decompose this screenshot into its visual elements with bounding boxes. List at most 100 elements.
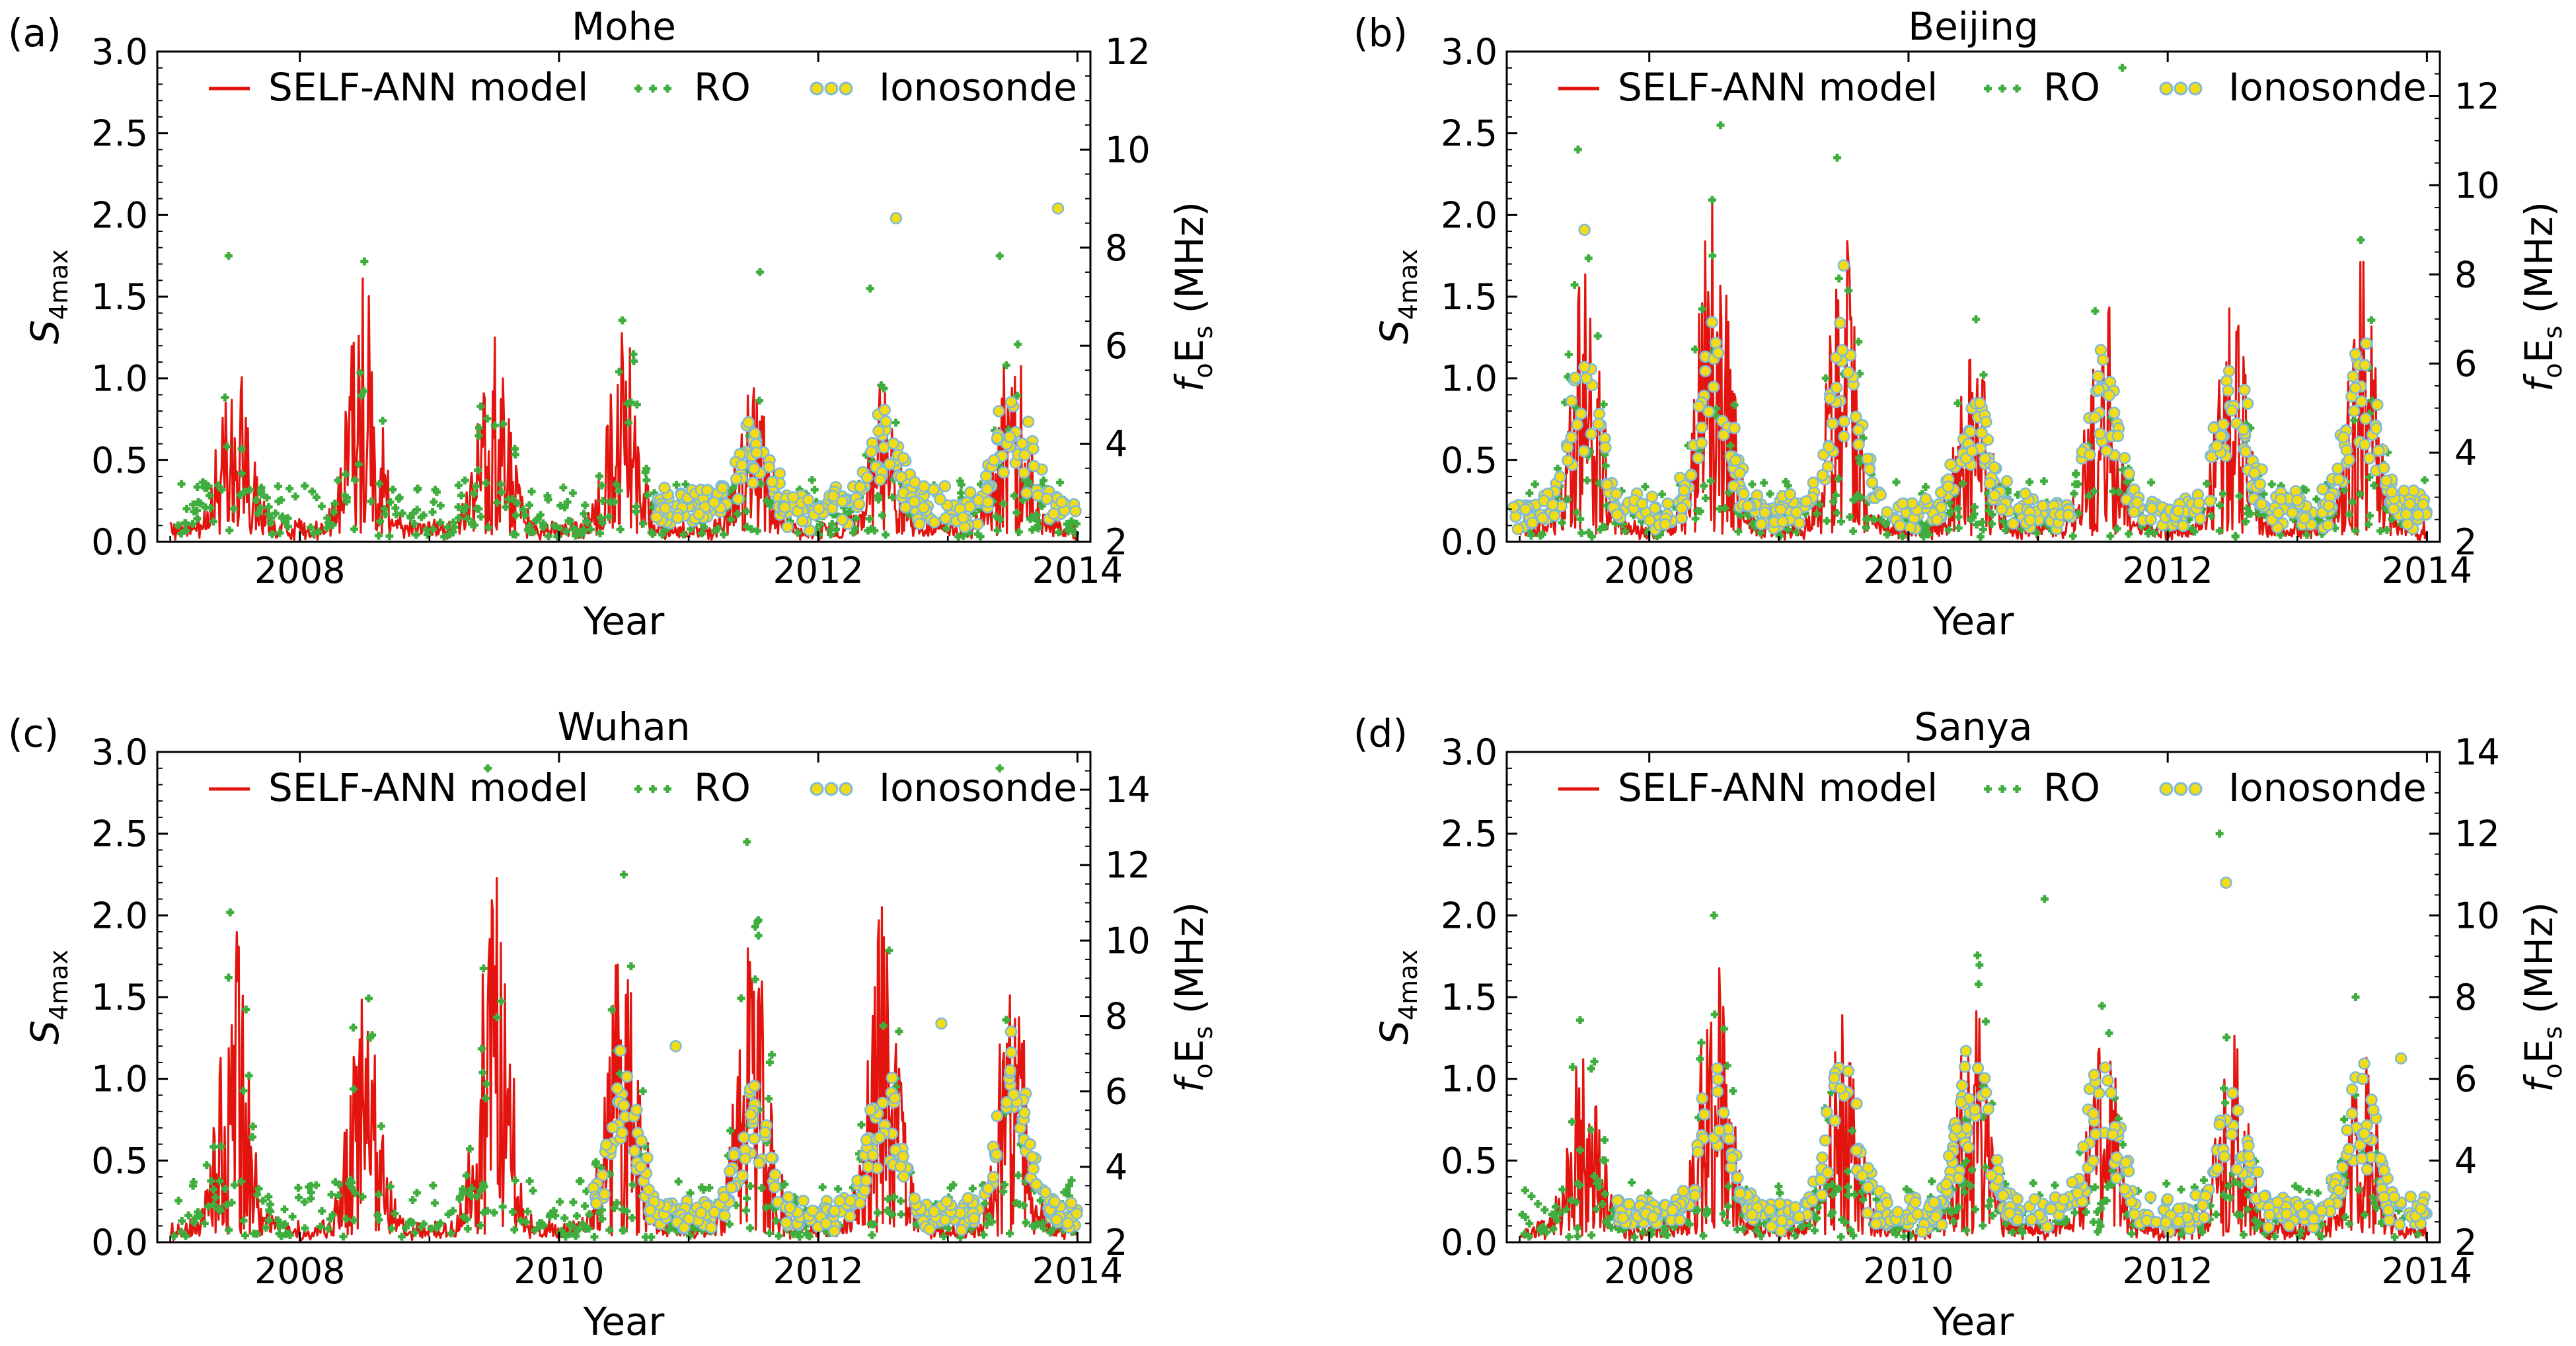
ro-point [354, 460, 363, 468]
ro-point [237, 469, 246, 478]
ro-point [1708, 251, 1717, 260]
ionosonde-point [1852, 438, 1865, 451]
ro-point [214, 481, 223, 490]
ro-point [268, 530, 276, 539]
ro-point [202, 1161, 211, 1170]
ionosonde-point [2404, 1190, 2417, 1203]
ro-point [1716, 121, 1725, 130]
ro-point [192, 506, 201, 515]
ro-point [1568, 1117, 1576, 1126]
ro-point [543, 492, 552, 500]
ro-point [237, 445, 246, 453]
ro-point [1969, 513, 1977, 522]
ro-point [2026, 478, 2034, 486]
ionosonde-point [2252, 1166, 2264, 1179]
ro-point [386, 1182, 395, 1191]
ionosonde-point [701, 484, 714, 497]
ionosonde-point [641, 1151, 654, 1164]
ionosonde-point [600, 1139, 613, 1151]
ro-point [559, 483, 568, 492]
ro-point [615, 367, 623, 376]
ro-point [795, 1232, 804, 1241]
ro-point [733, 509, 741, 518]
ionosonde-point [1816, 468, 1829, 482]
ro-point [206, 504, 215, 512]
ro-point [317, 502, 326, 511]
ro-point [242, 1005, 250, 1014]
ro-point [638, 1087, 647, 1096]
plot-area [1507, 63, 2433, 541]
ionosonde-point [1065, 1197, 1078, 1209]
ro-point [398, 509, 406, 517]
ro-point [1950, 1217, 1958, 1226]
y-axis-title: S4max [1372, 249, 1423, 344]
plot-area [169, 764, 1084, 1242]
legend: SELF-ANN model RO Ionosonde [1558, 765, 2427, 810]
ro-point [828, 520, 837, 529]
legend-ionosonde-swatch [2188, 782, 2203, 796]
ro-point [281, 1220, 289, 1228]
ionosonde-point [991, 431, 1004, 445]
ro-point [1968, 1166, 1977, 1174]
ionosonde-point [1881, 1197, 1894, 1209]
ionosonde-point [725, 1181, 738, 1194]
ro-point [497, 997, 506, 1006]
ro-point [2187, 525, 2196, 533]
ro-point [2212, 1210, 2220, 1218]
ionosonde-point [2346, 1083, 2359, 1096]
ionosonde-point [1962, 1141, 1975, 1154]
ro-point [979, 1230, 988, 1239]
ro-point [995, 764, 1004, 772]
ionosonde-point [2161, 1193, 2174, 1206]
ro-point [742, 1206, 751, 1215]
ionosonde-point [982, 1182, 995, 1195]
ro-point [455, 1193, 464, 1201]
ro-point [301, 482, 309, 490]
ro-point [342, 1215, 350, 1223]
legend-label-model: SELF-ANN model [268, 765, 588, 810]
ro-point [714, 524, 722, 533]
ro-point [616, 525, 625, 534]
y-tick-label: 1.5 [91, 276, 148, 318]
ro-point [1521, 1213, 1530, 1222]
y-axis-title: S4max [22, 249, 73, 344]
y-tick-label: 1.0 [91, 358, 148, 400]
ionosonde-point [2343, 1142, 2355, 1156]
ro-point [475, 424, 484, 432]
ro-point [1022, 1218, 1030, 1227]
ro-point [767, 1051, 776, 1059]
ro-point [2072, 470, 2080, 479]
ionosonde-point [1852, 424, 1865, 437]
ro-point [2082, 1208, 2090, 1216]
ionosonde-point [812, 502, 825, 515]
ro-point [1748, 480, 1757, 489]
ro-point [620, 870, 628, 879]
x-tick-label: 2014 [1032, 550, 1123, 591]
ionosonde-point [878, 404, 891, 416]
ro-point [254, 1184, 263, 1193]
ionosonde-point [887, 437, 899, 450]
ionosonde-point [2332, 473, 2345, 486]
ionosonde-point [1030, 1178, 1043, 1191]
ionosonde-point [1005, 396, 1018, 408]
ionosonde-point [1578, 361, 1591, 373]
ionosonde-point [2355, 395, 2368, 408]
ro-point [391, 504, 400, 512]
ro-point [230, 505, 239, 513]
ro-point [374, 531, 383, 540]
ro-point [1723, 1061, 1731, 1070]
ro-point [1960, 1188, 1969, 1197]
ro-point [386, 498, 395, 507]
legend-ionosonde-swatch [2174, 81, 2188, 96]
ro-point [2345, 510, 2353, 519]
ionosonde-point [2322, 519, 2335, 531]
ro-point [628, 1214, 636, 1222]
ro-point [2351, 527, 2360, 535]
ionosonde-point [2102, 1074, 2114, 1087]
ionosonde-point [934, 493, 946, 505]
ionosonde-point [606, 1121, 619, 1134]
ro-point [2118, 63, 2127, 72]
ro-point [499, 420, 508, 428]
ionosonde-point [1829, 1114, 1841, 1127]
ro-point [1590, 1172, 1599, 1181]
